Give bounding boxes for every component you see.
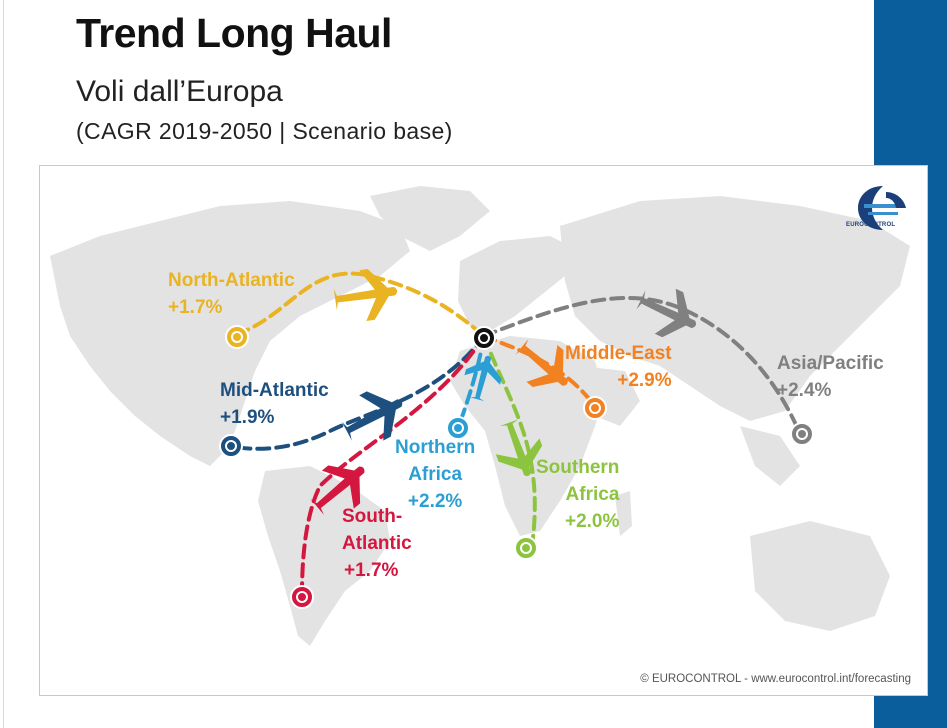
marker-inner-rings <box>225 331 808 603</box>
marker-europe-origin <box>472 326 496 350</box>
marker-mid-atlantic <box>219 434 243 458</box>
destination-markers <box>219 325 814 609</box>
label-middle-east: Middle-East +2.9% <box>565 343 672 391</box>
madagascar <box>615 491 632 536</box>
marker-north-atlantic <box>225 325 249 349</box>
label-southern-africa: Southern Africa +2.0% <box>536 457 620 532</box>
africa <box>450 336 605 536</box>
route-line-southern-africa <box>482 334 537 548</box>
greenland <box>370 186 490 251</box>
label-south-atlantic: South- Atlantic +1.7% <box>342 506 412 581</box>
asia <box>560 196 910 421</box>
label-mid-atlantic: Mid-Atlantic +1.9% <box>220 380 329 428</box>
marker-southern-africa <box>514 536 538 560</box>
route-line-mid-atlantic <box>228 334 486 451</box>
slide-subtitle: Voli dall’Europa <box>76 75 283 108</box>
marker-northern-africa <box>446 416 470 440</box>
europe <box>458 236 580 331</box>
label-north-atlantic: North-Atlantic +1.7% <box>168 270 295 318</box>
label-northern-africa: Northern Africa +2.2% <box>395 437 476 512</box>
marker-middle-east <box>583 396 607 420</box>
label-asia-pacific: Asia/Pacific +2.4% <box>777 353 884 401</box>
logo-wordmark: EUROCONTROL <box>846 222 896 228</box>
marker-south-atlantic <box>290 585 314 609</box>
slide-title: Trend Long Haul <box>76 10 392 56</box>
eurocontrol-logo <box>858 186 906 230</box>
slide-scenario-caption: (CAGR 2019-2050 | Scenario base) <box>76 118 453 144</box>
map-credit: © EUROCONTROL - www.eurocontrol.int/fore… <box>640 673 911 685</box>
southeast-asia <box>740 426 800 486</box>
continents <box>50 186 910 646</box>
route-line-south-atlantic <box>300 334 486 596</box>
marker-asia-pacific <box>790 422 814 446</box>
world-map-panel: EUROCONTROL North-Atlantic +1.7% Mid-Atl… <box>39 165 928 696</box>
route-line-asia-pacific <box>482 295 802 436</box>
australia <box>750 521 890 631</box>
route-map-svg <box>50 186 910 646</box>
slide-left-border <box>3 0 4 728</box>
